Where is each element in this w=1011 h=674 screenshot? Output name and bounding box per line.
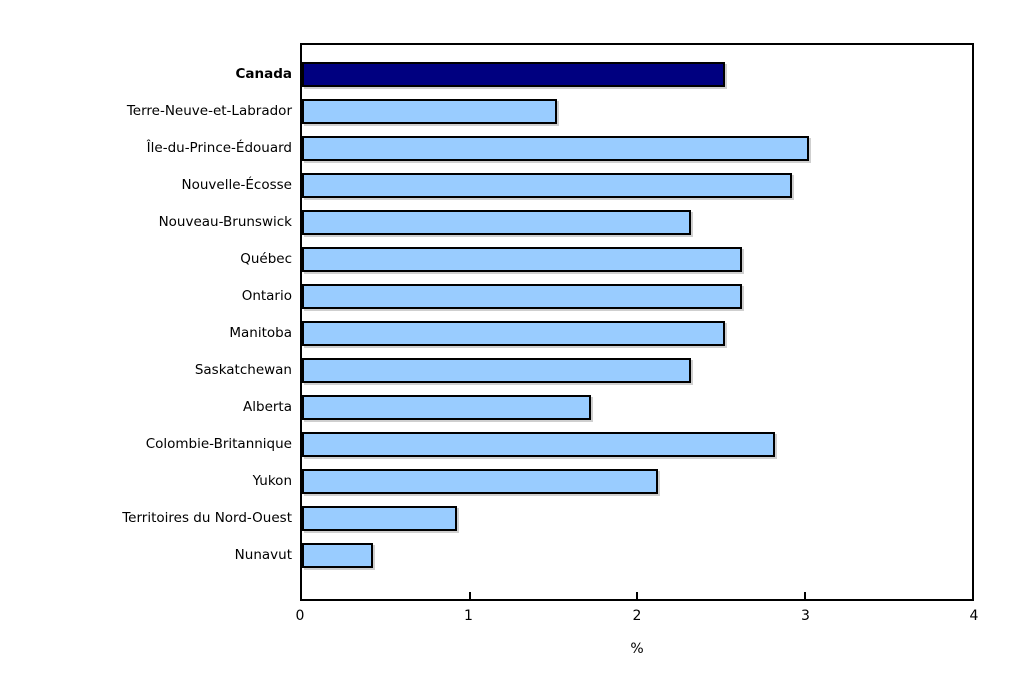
category-label: Saskatchewan [194,362,292,378]
x-tick-mark-1 [468,592,471,599]
category-label: Alberta [243,399,292,415]
x-tick-mark-3 [803,592,806,599]
bar [302,136,809,161]
category-label: Nouveau-Brunswick [158,214,292,230]
bar-highlight [302,62,725,87]
bar-row [302,352,972,389]
bar [302,432,775,457]
bar-row [302,463,972,500]
bar-row [302,93,972,130]
category-axis-labels: Canada Terre-Neuve-et-Labrador Île-du-Prin… [0,56,292,574]
x-tick-label-0: 0 [295,608,305,624]
x-tick-mark-2 [636,592,638,599]
category-label: Territoires du Nord-Ouest [122,510,292,526]
bar-row [302,537,972,574]
category-label: Yukon [252,473,292,489]
bar [302,358,692,383]
bar [302,99,558,124]
bar [302,173,792,198]
bar-row [302,204,972,241]
bar [302,210,692,235]
bar-row [302,426,972,463]
category-label: Canada [235,66,292,82]
bar-row [302,389,972,426]
x-axis-tick-labels: 0 1 2 3 4 [296,607,979,625]
bar [302,543,373,568]
bar-row [302,500,972,537]
bar-row [302,167,972,204]
x-tick-label-4: 4 [969,608,979,624]
x-axis-title: % [630,641,644,657]
category-label: Nouvelle-Écosse [181,177,292,193]
bar-row [302,278,972,315]
bars-container [302,45,972,599]
bar-row [302,315,972,352]
category-label: Colombie-Britannique [145,436,292,452]
bar [302,395,591,420]
x-tick-label-3: 3 [801,608,810,624]
category-label: Québec [240,251,292,267]
category-label: Ontario [241,288,292,304]
bar [302,247,742,272]
bar-row [302,130,972,167]
plot-area [300,43,974,601]
x-tick-label-2: 2 [632,608,642,624]
bar [302,506,457,531]
bar-row [302,241,972,278]
category-label: Nunavut [234,547,292,563]
x-tick-label-1: 1 [464,608,473,624]
category-label: Manitoba [229,325,292,341]
category-label: Terre-Neuve-et-Labrador [126,103,292,119]
category-label: Île-du-Prince-Édouard [146,140,292,156]
bar [302,284,742,309]
bar [302,321,725,346]
bar-row [302,56,972,93]
bar [302,469,658,494]
